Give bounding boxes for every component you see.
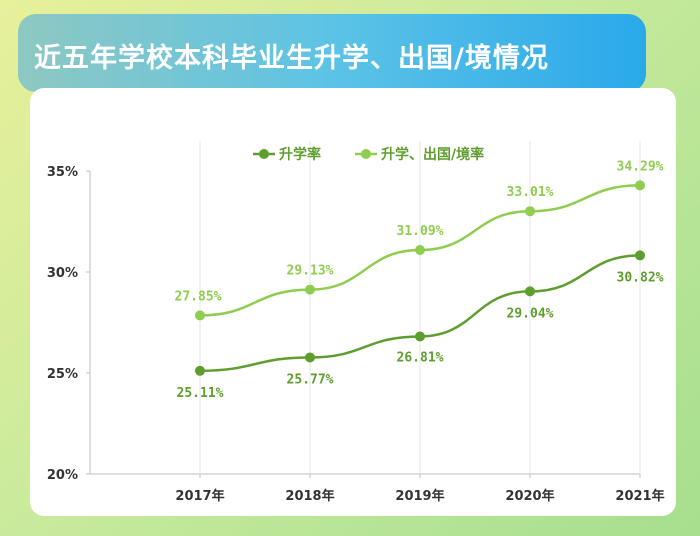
data-point — [635, 250, 645, 261]
data-point — [305, 352, 315, 363]
y-tick-label: 35% — [47, 165, 78, 180]
data-point — [635, 180, 645, 191]
data-label: 31.09% — [397, 224, 444, 239]
data-label: 29.13% — [287, 264, 334, 279]
y-tick-label: 25% — [47, 367, 78, 382]
x-tick-label: 2017年 — [175, 488, 224, 504]
data-label: 26.81% — [397, 350, 444, 365]
data-point — [415, 331, 425, 342]
title-banner — [18, 14, 646, 92]
x-tick-label: 2021年 — [615, 488, 664, 504]
chart-card — [30, 88, 676, 516]
data-label: 25.77% — [287, 372, 334, 387]
data-label: 33.01% — [507, 185, 554, 200]
legend-label: 升学、出国/境率 — [381, 146, 484, 163]
page-title: 近五年学校本科毕业生升学、出国/境情况 — [34, 43, 549, 74]
y-tick-label: 30% — [47, 266, 78, 281]
data-point — [195, 365, 205, 376]
data-label: 27.85% — [175, 289, 222, 304]
data-point — [525, 206, 535, 217]
data-point — [195, 310, 205, 321]
legend-swatch-marker — [361, 149, 371, 159]
data-point — [415, 244, 425, 255]
data-label: 34.29% — [617, 159, 664, 174]
legend-swatch-marker — [259, 149, 269, 159]
x-tick-label: 2020年 — [505, 488, 554, 504]
data-point — [305, 284, 315, 295]
y-tick-label: 20% — [47, 468, 78, 483]
data-label: 29.04% — [507, 306, 554, 321]
data-point — [525, 286, 535, 297]
x-tick-label: 2018年 — [285, 488, 334, 504]
data-label: 30.82% — [617, 270, 664, 285]
data-label: 25.11% — [177, 386, 224, 401]
legend-label: 升学率 — [279, 146, 321, 163]
x-tick-label: 2019年 — [395, 488, 444, 504]
